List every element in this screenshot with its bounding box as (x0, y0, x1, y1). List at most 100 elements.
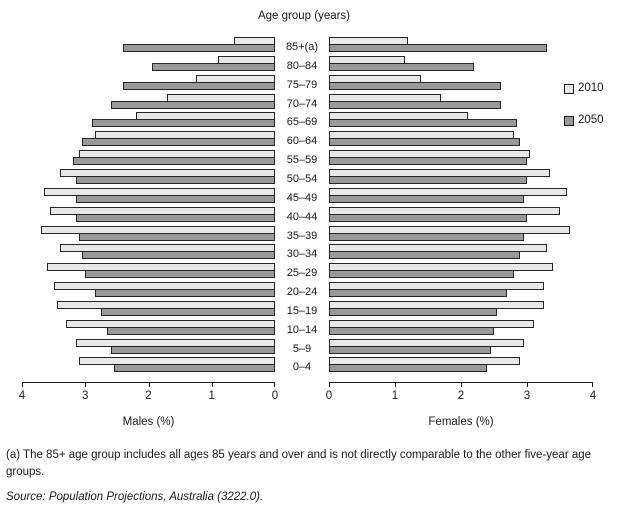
bar-females-2050 (329, 251, 521, 260)
bar-females-2050 (329, 345, 491, 354)
bar-females-2050 (329, 138, 521, 147)
axis-tick (395, 383, 396, 387)
age-group-label: 0–4 (292, 361, 312, 374)
bar-males-2010 (50, 206, 275, 215)
bar-males-2010 (78, 150, 275, 159)
bar-males-2010 (167, 93, 275, 102)
females-axis-title: Females (%) (428, 416, 494, 428)
age-group-label: 85+(a) (285, 41, 319, 53)
bar-males-2050 (110, 100, 275, 109)
bar-females-2010 (329, 187, 567, 196)
bar-males-2050 (75, 175, 275, 184)
bar-males-2050 (107, 326, 275, 335)
bar-females-2050 (329, 81, 501, 90)
age-labels-column: 85+(a) 80–84 75–79 70–74 65–69 60–64 55–59 50–5… (275, 37, 329, 375)
females-axis-line (329, 382, 593, 383)
axis-tick-label: 0 (271, 390, 279, 402)
age-group-label: 5–9 (292, 342, 312, 355)
bar-females-2010 (329, 37, 409, 45)
bar-males-2050 (82, 138, 275, 147)
bar-males-2010 (59, 168, 275, 177)
age-group-label: 20–24 (286, 286, 318, 299)
bar-females-2010 (329, 300, 544, 309)
age-group-label: 70–74 (286, 97, 318, 110)
bar-males-2050 (94, 289, 275, 298)
bar-males-2010 (47, 263, 275, 272)
legend-item-2010: 2010 (564, 82, 604, 95)
bar-males-2050 (75, 194, 275, 203)
bar-females-2010 (329, 282, 544, 291)
bar-males-2010 (233, 37, 275, 45)
axis-tick-label: 1 (208, 390, 215, 402)
legend-swatch-2010 (564, 83, 574, 94)
age-group-label: 45–49 (286, 191, 318, 204)
bar-males-2010 (40, 225, 275, 234)
bar-females-2010 (329, 244, 547, 253)
bar-females-2010 (329, 206, 560, 215)
axis-tick (274, 383, 275, 387)
legend: 2010 2050 (564, 82, 604, 146)
footnote: (a) The 85+ age group includes all ages … (6, 449, 592, 478)
bar-females-2010 (329, 263, 554, 272)
bar-females-2050 (329, 289, 508, 298)
bar-females-2050 (329, 213, 527, 222)
bar-females-2010 (329, 168, 551, 177)
females-axis: Females (%) 0 1 2 3 4 (326, 382, 596, 428)
bar-males-2010 (195, 74, 275, 83)
bar-males-2050 (151, 62, 275, 71)
bar-females-2050 (329, 100, 501, 109)
axis-tick (592, 383, 593, 387)
bar-females-2010 (329, 74, 422, 83)
bar-females-2050 (329, 307, 498, 316)
axis-tick (211, 383, 213, 387)
bar-males-2010 (218, 55, 275, 64)
bar-females-2050 (329, 232, 524, 241)
legend-item-2050: 2050 (564, 114, 604, 127)
bar-females-2050 (329, 270, 514, 279)
bar-males-2050 (110, 345, 275, 354)
bar-males-2010 (66, 319, 275, 328)
bar-females-2050 (329, 326, 494, 335)
age-group-label: 50–54 (286, 172, 318, 185)
bar-males-2050 (123, 81, 275, 90)
age-group-label: 60–64 (286, 135, 318, 148)
age-group-label: 30–34 (286, 248, 318, 261)
chart-title: Age group (years) (257, 10, 351, 22)
bar-males-2050 (113, 364, 275, 373)
legend-label-2010: 2010 (578, 82, 604, 94)
males-axis-title: Males (%) (122, 416, 175, 428)
bar-females-2010 (329, 55, 405, 64)
bar-females-2050 (329, 364, 488, 373)
age-group-label: 55–59 (286, 154, 318, 167)
age-group-label: 75–79 (286, 78, 318, 91)
axis-tick (527, 383, 528, 387)
legend-label-2050: 2050 (578, 114, 604, 126)
bar-males-2050 (82, 251, 275, 260)
bar-males-2010 (44, 187, 275, 196)
bar-males-2050 (85, 270, 275, 279)
axis-tick-label: 0 (325, 390, 333, 402)
age-group-label: 40–44 (286, 210, 318, 223)
females-plot-area (329, 37, 593, 375)
bar-males-2050 (123, 44, 275, 52)
age-group-label: 80–84 (286, 59, 318, 72)
age-group-label: 15–19 (286, 304, 318, 317)
bar-females-2010 (329, 319, 534, 328)
bar-males-2050 (78, 232, 275, 241)
bar-females-2050 (329, 157, 527, 166)
bar-females-2010 (329, 357, 521, 366)
bar-females-2010 (329, 150, 531, 159)
bar-females-2010 (329, 225, 570, 234)
bar-males-2050 (101, 307, 275, 316)
bar-females-2050 (329, 44, 547, 52)
age-group-label: 35–39 (286, 229, 318, 242)
bar-males-2010 (56, 300, 275, 309)
axis-tick-label: 3 (82, 390, 89, 402)
age-group-label: 65–69 (286, 116, 318, 129)
axis-tick (85, 383, 87, 387)
bar-females-2050 (329, 62, 475, 71)
bar-females-2050 (329, 175, 527, 184)
bar-males-2010 (78, 357, 275, 366)
bar-males-2050 (91, 119, 275, 128)
axis-tick (22, 383, 23, 387)
